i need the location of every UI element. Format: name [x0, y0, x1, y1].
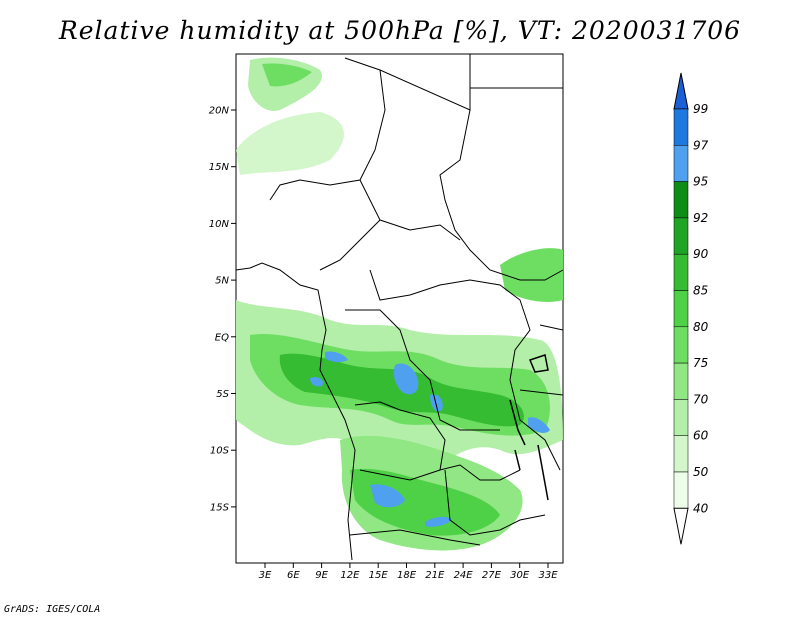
lat-tick-label: 20N	[209, 106, 230, 117]
chart-title: Relative humidity at 500hPa [%], VT: 202…	[58, 16, 742, 45]
colorbar-label: 70	[693, 392, 709, 406]
lon-tick-label: 18E	[397, 570, 417, 581]
colorbar-label: 99	[693, 102, 708, 116]
lon-tick-label: 21E	[425, 570, 445, 581]
colorbar-segment	[673, 471, 689, 509]
colorbar-label: 60	[693, 429, 709, 443]
lat-tick-label: 5N	[215, 276, 229, 287]
colorbar-label: 50	[693, 465, 709, 479]
lat-tick-label: 10N	[209, 219, 230, 230]
colorbar-label: 80	[693, 320, 709, 334]
grads-credit: GrADS: IGES/COLA	[4, 604, 101, 615]
lon-tick-label: 30E	[510, 570, 530, 581]
colorbar-segment	[673, 217, 689, 255]
colorbar-label: 92	[693, 211, 708, 225]
lat-tick-label: EQ	[215, 332, 229, 343]
colorbar-segment	[673, 181, 689, 219]
colorbar-segment	[673, 435, 689, 473]
colorbar-bottom-arrow	[673, 507, 689, 545]
colorbar-label: 75	[693, 356, 708, 370]
country-borders	[235, 53, 564, 561]
colorbar-label: 90	[693, 247, 709, 261]
colorbar-segment	[673, 326, 689, 364]
colorbar-segment	[673, 290, 689, 328]
colorbar-label: 95	[693, 175, 708, 189]
colorbar-label: 85	[693, 284, 708, 298]
latitude-axis: 20N 15N 10N 5N EQ 5S 10S 15S	[209, 106, 236, 513]
map-panel	[235, 53, 564, 564]
colorbar: 99 97 95 92 90 85 80 75 70 60 50 40	[673, 72, 709, 545]
lon-tick-label: 24E	[454, 570, 474, 581]
lon-tick-label: 27E	[482, 570, 502, 581]
colorbar-segment	[673, 399, 689, 436]
lat-tick-label: 10S	[210, 446, 230, 457]
colorbar-segment	[673, 253, 689, 291]
colorbar-segment	[673, 362, 689, 400]
colorbar-label: 40	[693, 501, 709, 515]
lon-tick-label: 33E	[538, 570, 558, 581]
colorbar-top-arrow	[673, 72, 689, 110]
lat-tick-label: 15N	[209, 162, 230, 173]
lat-tick-label: 5S	[216, 389, 229, 400]
longitude-axis: 3E 6E 9E 12E 15E 18E 21E 24E 27E 30E 33E	[259, 563, 558, 581]
colorbar-label: 97	[693, 138, 709, 152]
lon-tick-label: 6E	[287, 570, 300, 581]
lon-tick-label: 9E	[315, 570, 328, 581]
colorbar-segment	[673, 145, 689, 182]
lat-tick-label: 15S	[210, 502, 230, 513]
lon-tick-label: 12E	[340, 570, 360, 581]
lon-tick-label: 15E	[369, 570, 389, 581]
lon-tick-label: 3E	[259, 570, 272, 581]
lakes	[509, 354, 549, 501]
colorbar-segment	[673, 108, 689, 146]
